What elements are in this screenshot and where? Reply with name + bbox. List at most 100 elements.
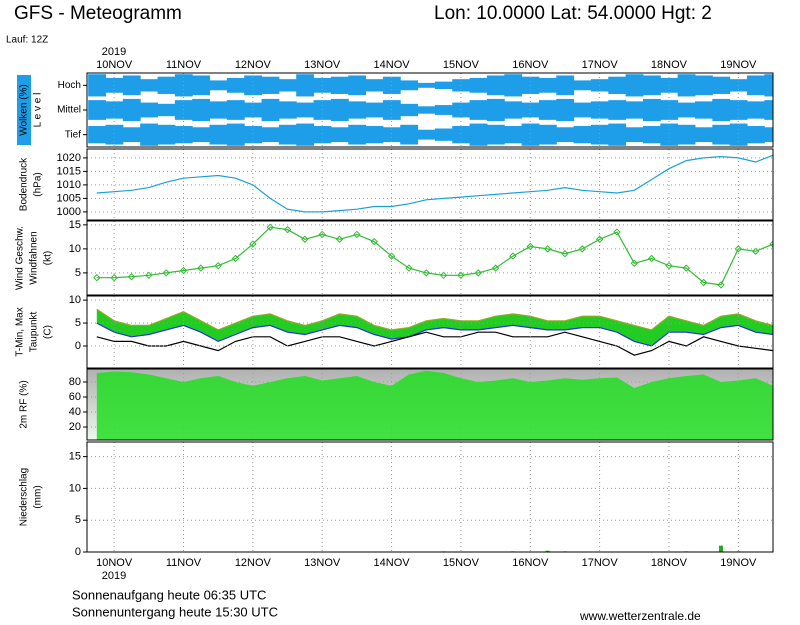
y-tick-label: 0 xyxy=(75,546,81,558)
y-tick-label: 5 xyxy=(75,267,81,279)
x-tick-label: 10NOV xyxy=(96,59,133,71)
cloud-cell xyxy=(296,123,315,146)
range-area xyxy=(96,309,773,346)
marker xyxy=(93,273,101,282)
line xyxy=(96,154,773,213)
x-tick-label: 18NOV xyxy=(651,59,688,71)
cloud-cell xyxy=(174,126,193,144)
marker xyxy=(543,245,552,253)
panel-frame xyxy=(86,148,774,221)
marker xyxy=(110,273,118,282)
cloud-cell xyxy=(434,105,453,115)
y-axis-label: Wolken (%) xyxy=(19,84,30,136)
cloud-cell xyxy=(157,76,176,94)
line xyxy=(96,322,773,347)
cloud-cell xyxy=(642,126,661,144)
cloud-cell xyxy=(244,126,263,144)
cloud-cell xyxy=(400,124,419,145)
cloud-cell xyxy=(88,74,106,97)
cloud-cell xyxy=(746,126,765,144)
cloud-cell xyxy=(278,79,297,92)
plot-area xyxy=(96,308,773,356)
marker xyxy=(630,259,639,267)
plot-area xyxy=(87,369,773,440)
bar xyxy=(718,545,723,552)
line xyxy=(96,308,773,331)
cloud-cell xyxy=(625,101,644,119)
marker xyxy=(145,271,153,280)
y-axis-label: (kt) xyxy=(43,251,54,265)
panel-frame xyxy=(86,220,774,296)
y-axis-label: (hPa) xyxy=(33,172,44,196)
cloud-cell xyxy=(573,126,592,144)
y-tick-label: 0 xyxy=(75,340,81,352)
marker xyxy=(387,252,396,260)
cloud-cell xyxy=(278,101,297,119)
level-label: Tief xyxy=(65,129,82,140)
marker xyxy=(231,254,240,263)
panel: 0 5 10 15 Niederschlag (mm) xyxy=(19,441,774,558)
cloud-cell xyxy=(209,124,228,145)
plot-area xyxy=(96,154,773,213)
x-tick-label: 11NOV xyxy=(166,557,202,569)
marker xyxy=(457,271,465,280)
cloud-cell xyxy=(712,124,731,145)
panel-frame xyxy=(86,72,774,148)
x-tick-label: 15NOV xyxy=(443,59,480,71)
x-tick-label: 13NOV xyxy=(304,59,341,71)
marker xyxy=(127,273,136,281)
line xyxy=(96,226,773,286)
cloud-cell xyxy=(504,126,523,144)
cloud-cell xyxy=(313,126,332,144)
cloud-cell xyxy=(677,102,696,118)
marker xyxy=(509,252,517,260)
cloud-cell xyxy=(677,74,696,97)
cloud-cell xyxy=(382,127,401,143)
marker xyxy=(717,281,725,289)
cloud-cell xyxy=(261,76,280,94)
cloud-cell xyxy=(452,126,471,144)
level-label: Hoch xyxy=(58,80,81,91)
marker xyxy=(751,247,760,255)
panel: Hoch Mittel Tief Wolken (%) L e v e l xyxy=(17,72,774,148)
cloud-cell xyxy=(296,102,315,118)
cloud-cell xyxy=(88,126,106,144)
marker xyxy=(283,225,292,234)
y-tick-label: 10 xyxy=(69,294,81,306)
cloud-cell xyxy=(608,100,627,120)
cloud-cell xyxy=(694,101,713,119)
cloud-cell xyxy=(469,100,488,120)
marker xyxy=(266,223,274,231)
cloud-cell xyxy=(192,127,211,143)
x-tick-label: 10NOV xyxy=(96,557,133,569)
cloud-cell xyxy=(538,124,557,145)
cloud-cell xyxy=(400,103,419,117)
cloud-cell xyxy=(226,100,245,120)
year-bottom: 2019 xyxy=(102,570,126,582)
x-tick-label: 14NOV xyxy=(374,59,411,71)
marker xyxy=(682,264,691,272)
cloud-cell xyxy=(746,75,765,96)
cloud-cell xyxy=(712,98,731,122)
source: www.wetterzentrale.de xyxy=(579,609,701,623)
cloud-cell xyxy=(192,75,211,96)
marker xyxy=(197,264,205,272)
y-tick-label: 1015 xyxy=(57,165,81,177)
cloud-cell xyxy=(556,75,575,96)
y-axis-label: (C) xyxy=(43,325,54,339)
sunrise: Sonnenaufgang heute 06:35 UTC xyxy=(72,587,266,602)
level-label: Mittel xyxy=(57,105,81,116)
panel: 20 40 60 80 2m RF (%) xyxy=(19,368,774,441)
cloud-cell xyxy=(226,77,245,93)
y-tick-label: 1000 xyxy=(57,206,81,218)
y-tick-label: 1005 xyxy=(57,192,81,204)
y-axis-label: Windfahnen xyxy=(29,231,40,284)
cloud-cell xyxy=(417,129,436,140)
cloud-cell xyxy=(556,98,575,122)
cloud-cell xyxy=(330,127,349,143)
y-axis-label: Wind Geschw. xyxy=(15,226,26,290)
panel-frame xyxy=(86,295,774,369)
cloud-cell xyxy=(105,124,124,145)
